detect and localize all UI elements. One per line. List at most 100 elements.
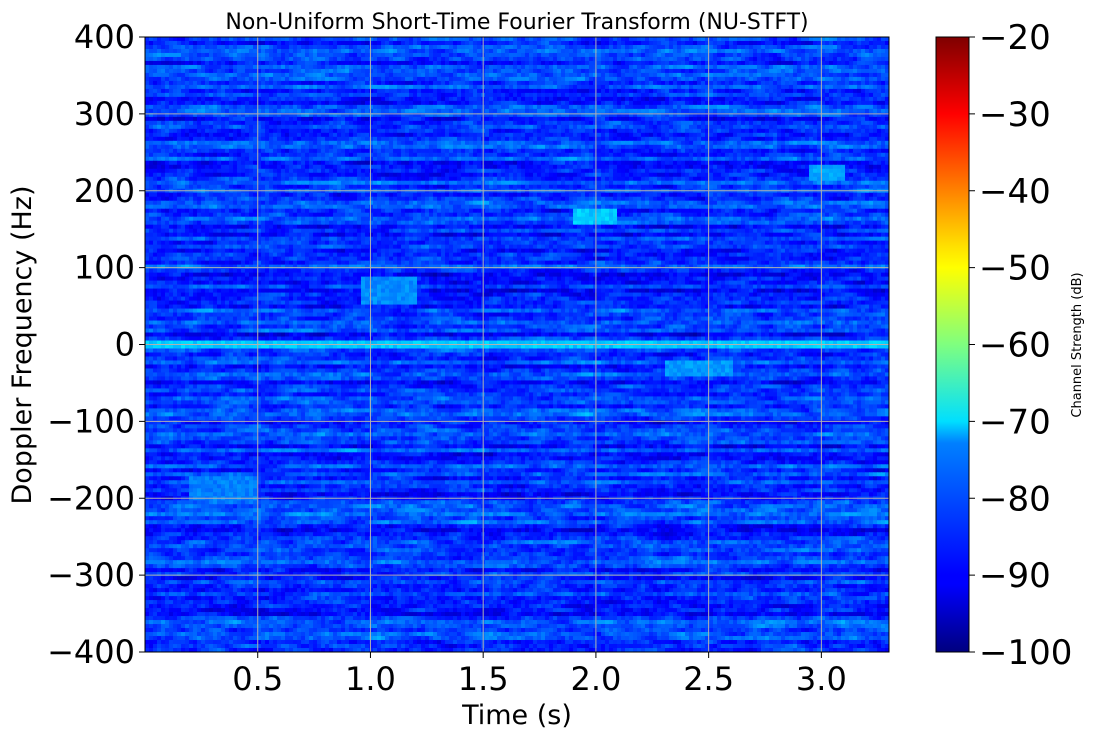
heatmap-cell — [441, 52, 446, 58]
heatmap-cell — [357, 140, 362, 146]
heatmap-cell — [289, 124, 294, 130]
heatmap-cell — [549, 120, 554, 126]
heatmap-cell — [729, 120, 734, 126]
heatmap-cell — [369, 44, 374, 50]
heatmap-cell — [413, 80, 418, 86]
heatmap-cell — [189, 56, 194, 62]
heatmap-cell — [345, 37, 350, 42]
heatmap-cell — [209, 112, 214, 118]
heatmap-cell — [645, 84, 650, 90]
heatmap-cell — [157, 60, 162, 66]
heatmap-cell — [417, 48, 422, 54]
heatmap-cell — [785, 108, 790, 114]
heatmap-cell — [517, 52, 522, 58]
heatmap-cell — [157, 140, 162, 146]
heatmap-cell — [221, 140, 226, 146]
heatmap-cell — [397, 44, 402, 50]
heatmap-cell — [665, 76, 670, 82]
heatmap-cell — [453, 120, 458, 126]
heatmap-cell — [709, 140, 714, 146]
heatmap-cell — [345, 132, 350, 138]
heatmap-cell — [769, 68, 774, 74]
heatmap-cell — [149, 80, 154, 86]
heatmap-cell — [617, 56, 622, 62]
heatmap-cell — [685, 44, 690, 50]
heatmap-cell — [477, 52, 482, 58]
heatmap-cell — [413, 44, 418, 50]
heatmap-cell — [345, 40, 350, 46]
heatmap-cell — [321, 80, 326, 86]
heatmap-cell — [537, 40, 542, 46]
heatmap-cell — [161, 116, 166, 122]
heatmap-cell — [781, 72, 786, 78]
heatmap-cell — [257, 60, 262, 66]
heatmap-cell — [457, 92, 462, 98]
heatmap-cell — [601, 64, 606, 70]
heatmap-cell — [829, 84, 834, 90]
heatmap-cell — [173, 52, 178, 58]
heatmap-cell — [305, 104, 310, 110]
heatmap-cell — [393, 128, 398, 134]
heatmap-cell — [285, 37, 290, 42]
heatmap-cell — [825, 96, 830, 102]
heatmap-cell — [793, 72, 798, 78]
heatmap-cell — [641, 72, 646, 78]
heatmap-cell — [533, 72, 538, 78]
heatmap-cell — [793, 136, 798, 142]
heatmap-cell — [373, 68, 378, 74]
heatmap-cell — [145, 56, 150, 62]
heatmap-cell — [425, 112, 430, 118]
heatmap-cell — [705, 116, 710, 122]
heatmap-cell — [289, 52, 294, 58]
heatmap-cell — [817, 52, 822, 58]
heatmap-cell — [641, 76, 646, 82]
heatmap-cell — [825, 100, 830, 106]
heatmap-cell — [645, 80, 650, 86]
heatmap-cell — [705, 76, 710, 82]
heatmap-cell — [549, 116, 554, 122]
heatmap-cell — [153, 92, 158, 98]
heatmap-cell — [689, 108, 694, 114]
heatmap-cell — [281, 52, 286, 58]
heatmap-cell — [173, 112, 178, 118]
heatmap-cell — [861, 60, 866, 66]
heatmap-cell — [553, 92, 558, 98]
heatmap-cell — [709, 96, 714, 102]
heatmap-cell — [821, 128, 826, 134]
heatmap-cell — [429, 64, 434, 70]
heatmap-cell — [313, 60, 318, 66]
heatmap-cell — [441, 60, 446, 66]
heatmap-cell — [409, 37, 414, 42]
heatmap-cell — [533, 128, 538, 134]
heatmap-cell — [657, 96, 662, 102]
heatmap-cell — [461, 80, 466, 86]
heatmap-cell — [249, 76, 254, 82]
heatmap-cell — [385, 116, 390, 122]
heatmap-cell — [381, 100, 386, 106]
heatmap-cell — [181, 80, 186, 86]
heatmap-cell — [313, 116, 318, 122]
heatmap-cell — [701, 112, 706, 118]
heatmap-cell — [545, 92, 550, 98]
heatmap-cell — [433, 96, 438, 102]
heatmap-cell — [681, 136, 686, 142]
heatmap-cell — [453, 52, 458, 58]
heatmap-cell — [373, 132, 378, 138]
heatmap-cell — [477, 124, 482, 130]
heatmap-cell — [753, 37, 758, 42]
heatmap-cell — [769, 92, 774, 98]
heatmap-cell — [845, 136, 850, 142]
heatmap-cell — [225, 68, 230, 74]
heatmap-cell — [313, 132, 318, 138]
heatmap-cell — [269, 108, 274, 114]
heatmap-cell — [801, 64, 806, 70]
heatmap-cell — [153, 140, 158, 146]
heatmap-cell — [473, 140, 478, 146]
heatmap-cell — [329, 96, 334, 102]
heatmap-cell — [469, 80, 474, 86]
heatmap-cell — [545, 60, 550, 66]
heatmap-cell — [177, 56, 182, 62]
heatmap-cell — [405, 140, 410, 146]
heatmap-cell — [541, 140, 546, 146]
heatmap-cell — [425, 136, 430, 142]
